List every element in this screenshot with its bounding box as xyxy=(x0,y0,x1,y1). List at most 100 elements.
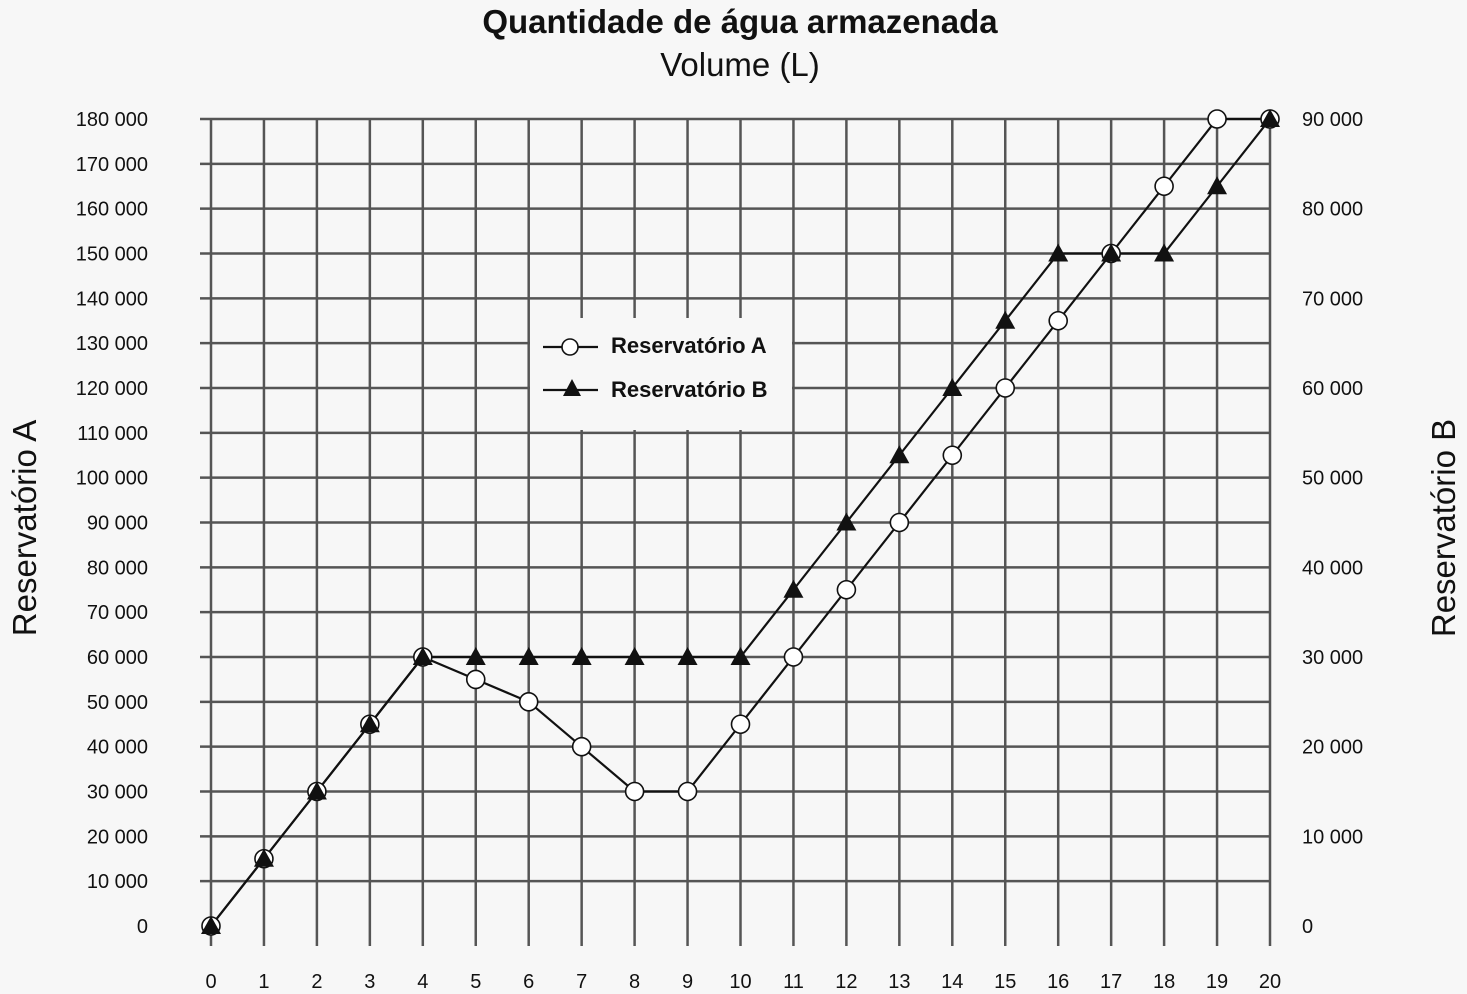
grid xyxy=(200,117,1272,946)
left-tick-label: 120 000 xyxy=(76,378,148,400)
left-tick-label: 150 000 xyxy=(76,244,148,266)
left-tick-label: 90 000 xyxy=(87,513,148,535)
series-b-point xyxy=(359,714,380,733)
right-y-ticks: 0 10 000 20 000 30 000 40 000 50 000 60 000 70 … xyxy=(1302,109,1363,938)
left-tick-label: 160 000 xyxy=(76,199,148,221)
series-b-point xyxy=(624,647,645,665)
left-tick-label: 0 xyxy=(137,916,148,938)
series-a-point xyxy=(1207,109,1227,129)
series-b-point xyxy=(995,310,1016,329)
legend: Reservatório A Reservatório B xyxy=(530,318,792,430)
right-tick-label: 90 000 xyxy=(1302,109,1363,131)
series-a-point xyxy=(942,445,963,466)
left-tick-label: 10 000 xyxy=(87,871,148,893)
x-tick-label: 20 xyxy=(1259,971,1281,993)
left-tick-label: 100 000 xyxy=(76,468,148,490)
left-tick-label: 170 000 xyxy=(76,154,148,176)
right-tick-label: 70 000 xyxy=(1302,288,1363,310)
legend-marker-b xyxy=(563,379,581,396)
x-tick-label: 16 xyxy=(1047,971,1069,993)
left-tick-label: 30 000 xyxy=(87,782,148,804)
x-tick-label: 19 xyxy=(1206,971,1228,993)
x-tick-label: 4 xyxy=(417,971,428,993)
series-b-point xyxy=(1101,243,1122,262)
x-tick-label: 18 xyxy=(1153,971,1175,993)
chart-subtitle: Volume (L) xyxy=(660,46,820,83)
series-a-point xyxy=(730,714,751,735)
x-tick-label: 5 xyxy=(470,971,481,993)
left-tick-label: 130 000 xyxy=(76,333,148,355)
x-tick-label: 1 xyxy=(258,971,269,993)
right-tick-label: 10 000 xyxy=(1302,826,1363,848)
left-tick-label: 70 000 xyxy=(87,602,148,624)
x-tick-label: 6 xyxy=(523,971,534,993)
series-b-point xyxy=(518,647,539,665)
x-tick-label: 9 xyxy=(682,971,693,993)
series-b-point xyxy=(253,848,274,867)
series-b-point xyxy=(730,647,751,665)
left-tick-label: 180 000 xyxy=(76,109,148,131)
x-tick-label: 15 xyxy=(994,971,1016,993)
series-b-point xyxy=(465,647,486,665)
x-ticks: 0 1 2 3 4 5 6 7 8 9 10 11 12 13 14 15 16 17 18 19 20 xyxy=(205,971,1281,993)
x-tick-label: 11 xyxy=(783,971,804,993)
legend-marker-a xyxy=(561,338,579,356)
series-b-point xyxy=(201,916,221,934)
right-axis-title: Reservatório B xyxy=(1425,419,1462,637)
left-tick-label: 140 000 xyxy=(76,288,148,310)
series xyxy=(201,109,1280,936)
x-tick-label: 2 xyxy=(311,971,322,993)
series-b-point xyxy=(1048,243,1069,262)
series-b-point xyxy=(1260,109,1280,127)
x-tick-label: 3 xyxy=(364,971,375,993)
series-b-point xyxy=(1154,243,1175,262)
legend-box xyxy=(530,318,792,430)
series-a-point xyxy=(571,736,592,757)
right-tick-label: 40 000 xyxy=(1302,557,1363,579)
chart-title: Quantidade de água armazenada xyxy=(482,3,998,40)
x-tick-label: 14 xyxy=(941,971,963,993)
series-b-point xyxy=(889,445,910,464)
left-axis-title: Reservatório A xyxy=(6,420,43,636)
left-tick-label: 40 000 xyxy=(87,737,148,759)
series-b-point xyxy=(942,378,963,396)
x-tick-label: 10 xyxy=(729,971,751,993)
x-tick-label: 13 xyxy=(888,971,910,993)
right-tick-label: 30 000 xyxy=(1302,647,1363,669)
series-a-point xyxy=(889,512,910,533)
series-b-point xyxy=(836,512,857,531)
series-b-point xyxy=(1207,176,1228,195)
right-tick-label: 20 000 xyxy=(1302,737,1363,759)
legend-label-b: Reservatório B xyxy=(611,377,768,402)
series-a-point xyxy=(624,781,645,802)
x-tick-label: 0 xyxy=(205,971,216,993)
x-tick-label: 17 xyxy=(1100,971,1122,993)
series-b-point xyxy=(571,647,592,665)
right-tick-label: 50 000 xyxy=(1302,468,1363,490)
left-tick-label: 80 000 xyxy=(87,557,148,579)
left-tick-label: 110 000 xyxy=(77,423,148,445)
left-tick-label: 60 000 xyxy=(87,647,148,669)
series-a-point xyxy=(1154,176,1174,197)
series-a-point xyxy=(518,692,539,712)
series-a-point xyxy=(465,669,486,690)
right-tick-label: 0 xyxy=(1302,916,1313,938)
left-y-ticks: 0 10 000 20 000 30 000 40 000 50 000 60 000 70 … xyxy=(76,109,148,938)
legend-label-a: Reservatório A xyxy=(611,333,767,358)
right-tick-label: 80 000 xyxy=(1302,199,1363,221)
series-b-point xyxy=(783,579,804,598)
series-a-point xyxy=(783,647,804,667)
series-a-point xyxy=(1048,310,1068,331)
x-tick-label: 7 xyxy=(576,971,587,993)
x-tick-label: 12 xyxy=(835,971,857,993)
left-tick-label: 20 000 xyxy=(87,826,148,848)
x-tick-label: 8 xyxy=(629,971,640,993)
left-tick-label: 50 000 xyxy=(87,692,148,714)
series-b-point xyxy=(677,647,698,665)
series-a-point xyxy=(995,378,1016,398)
series-b-point xyxy=(306,781,327,800)
series-b-point xyxy=(412,647,433,665)
series-a-point xyxy=(836,579,857,600)
right-tick-label: 60 000 xyxy=(1302,378,1363,400)
